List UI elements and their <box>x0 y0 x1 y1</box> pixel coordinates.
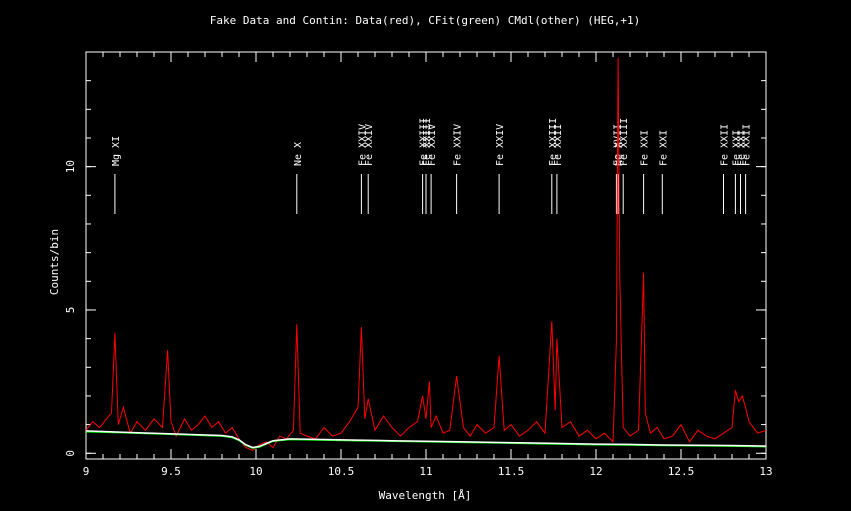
line-id-label: Fe XXII <box>553 124 564 166</box>
y-axis-label: Counts/bin <box>48 229 61 295</box>
y-tick-label: 10 <box>64 160 77 173</box>
plot-frame <box>85 51 767 460</box>
x-tick-label: 9.5 <box>161 465 181 478</box>
line-id-label: Fe XXIV <box>495 124 506 166</box>
x-axis-label: Wavelength [Å] <box>379 489 472 502</box>
line-id-label: Fe XXI <box>640 130 651 166</box>
series-layer <box>85 57 767 451</box>
line-id-label: Fe XXI <box>737 130 748 166</box>
line-id-label: Fe XXIV <box>427 124 438 166</box>
y-tick-label: 0 <box>64 450 77 457</box>
line-id-label: Fe XXII <box>742 124 753 166</box>
x-tick-label: 9 <box>83 465 90 478</box>
x-tick-label: 13 <box>759 465 772 478</box>
line-id-label: Ne X <box>614 142 625 166</box>
line-id-label: Fe XXIV <box>364 124 375 166</box>
x-tick-label: 10.5 <box>328 465 355 478</box>
x-tick-label: 12 <box>589 465 602 478</box>
series-data-line <box>85 57 767 451</box>
line-id-label: Fe XXII <box>720 124 731 166</box>
chart-title: Fake Data and Contin: Data(red), CFit(gr… <box>210 14 640 27</box>
y-axis: 0 5 10 <box>64 51 766 457</box>
series-cmdl-line <box>85 430 767 449</box>
x-axis: 9 9.5 10 10.5 11 11.5 12 12.5 13 <box>83 52 773 478</box>
x-tick-label: 11.5 <box>498 465 525 478</box>
line-id-label: Mg XI <box>111 136 122 166</box>
x-tick-label: 10 <box>249 465 262 478</box>
x-tick-label: 12.5 <box>668 465 695 478</box>
line-id-label: Fe XXIII <box>422 118 433 166</box>
line-id-label: Fe XXI <box>731 130 742 166</box>
line-id-label: Fe XXIII <box>419 118 430 166</box>
line-id-label: Fe XXIV <box>357 124 368 166</box>
line-id-label: Ne X <box>293 142 304 166</box>
line-id-label: Fe XXIII <box>619 118 630 166</box>
y-tick-label: 5 <box>64 307 77 314</box>
line-id-label: Fe XXIV <box>453 124 464 166</box>
line-id-label: Fe XXIII <box>548 118 559 166</box>
line-id-label: Fe XXI <box>658 130 669 166</box>
x-tick-label: 11 <box>419 465 432 478</box>
